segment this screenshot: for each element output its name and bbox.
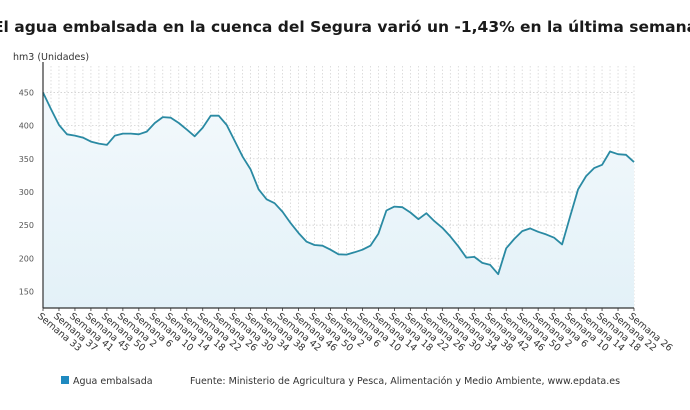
chart-title: El agua embalsada en la cuenca del Segur… [0,18,690,36]
y-axis-label: hm3 (Unidades) [13,52,89,63]
y-tick-label: 150 [19,287,34,296]
y-tick-label: 250 [19,221,34,230]
y-tick-label: 450 [19,89,34,98]
axes [42,62,635,311]
legend-label: Agua embalsada [73,376,153,387]
y-tick-label: 350 [19,155,34,164]
y-tick-label: 400 [19,122,34,131]
y-tick-labels: 150 200 250 300 350 400 450 [19,89,34,297]
y-tick-label: 300 [19,188,34,197]
series-line [42,92,635,276]
source-text: Fuente: Ministerio de Agricultura y Pesc… [190,376,620,387]
y-tick-label: 200 [19,254,34,263]
legend-marker [61,376,69,384]
series-area [43,92,634,308]
